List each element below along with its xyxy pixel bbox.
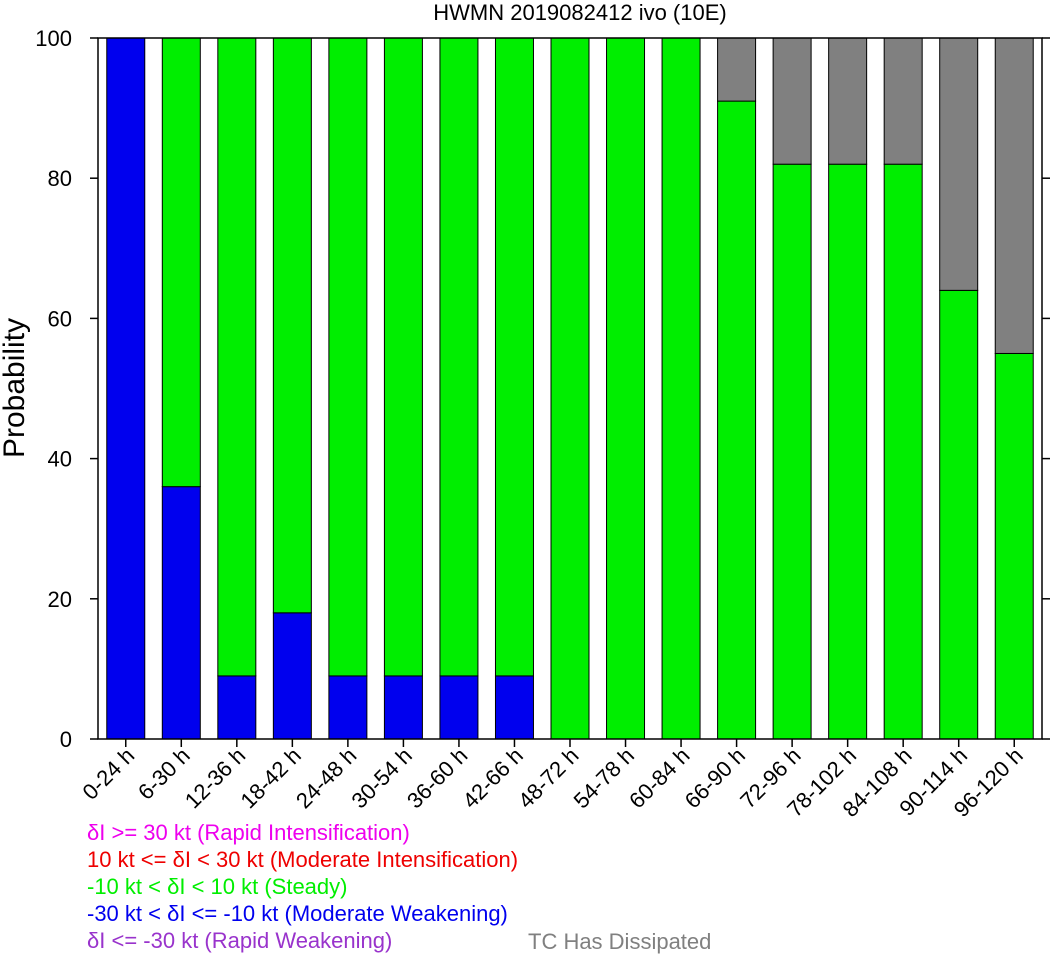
y-tick-label: 100: [35, 26, 72, 51]
x-tick-label: 24-48 h: [291, 743, 361, 813]
bar-segment-2-cat-17: [994, 352, 1034, 740]
bar-segment-2-cat-14: [828, 163, 868, 740]
x-tick-label: 30-54 h: [347, 743, 417, 813]
x-tick-label: 54-78 h: [569, 743, 639, 813]
y-tick-label: 80: [48, 166, 72, 191]
bar-segment-2-cat-7: [439, 37, 479, 677]
bar-segment-1-cat-7: [439, 675, 479, 740]
bar-segment-3-cat-13: [772, 37, 812, 165]
legend-entry: -10 kt < δI < 10 kt (Steady): [87, 874, 348, 899]
bar-segment-3-cat-16: [939, 37, 979, 291]
bar-segment-2-cat-13: [772, 163, 812, 740]
bars-layer: [106, 37, 1034, 740]
x-tick-label: 60-84 h: [624, 743, 694, 813]
legend-entry: δI >= 30 kt (Rapid Intensification): [87, 820, 410, 845]
x-tick-label: 36-60 h: [402, 743, 472, 813]
bar-segment-3-cat-15: [883, 37, 923, 165]
bar-segment-1-cat-5: [328, 675, 368, 740]
bar-segment-2-cat-16: [939, 289, 979, 740]
chart-title: HWMN 2019082412 ivo (10E): [433, 0, 726, 25]
bar-segment-2-cat-6: [383, 37, 423, 677]
bar-segment-2-cat-11: [661, 37, 701, 740]
x-tick-label: 0-24 h: [78, 743, 140, 805]
x-tick-label: 66-90 h: [680, 743, 750, 813]
x-tick-label: 48-72 h: [513, 743, 583, 813]
bar-segment-2-cat-12: [717, 100, 757, 740]
y-tick-label: 20: [48, 587, 72, 612]
bar-segment-2-cat-10: [606, 37, 646, 740]
bar-segment-2-cat-3: [217, 37, 257, 677]
bar-segment-2-cat-8: [494, 37, 534, 677]
legend-entry: -30 kt < δI <= -10 kt (Moderate Weakenin…: [87, 901, 508, 926]
bar-segment-3-cat-14: [828, 37, 868, 165]
bar-segment-1-cat-1: [106, 37, 146, 740]
y-axis-label: Probability: [0, 318, 31, 458]
bar-segment-2-cat-4: [272, 37, 312, 614]
bar-segment-2-cat-15: [883, 163, 923, 740]
bar-segment-2-cat-2: [161, 37, 201, 488]
y-tick-label: 0: [60, 727, 72, 752]
x-tick-label: 18-42 h: [235, 743, 305, 813]
bar-segment-1-cat-6: [383, 675, 423, 740]
bar-segment-1-cat-3: [217, 675, 257, 740]
bar-segment-3-cat-12: [717, 37, 757, 102]
bar-segment-2-cat-9: [550, 37, 590, 740]
legend-entry: 10 kt <= δI < 30 kt (Moderate Intensific…: [87, 847, 519, 872]
legend-entry: δI <= -30 kt (Rapid Weakening): [87, 928, 393, 953]
bar-segment-2-cat-5: [328, 37, 368, 677]
bar-segment-1-cat-8: [494, 675, 534, 740]
y-tick-label: 60: [48, 306, 72, 331]
x-tick-label: 12-36 h: [180, 743, 250, 813]
x-tick-label: 42-66 h: [458, 743, 528, 813]
bar-segment-1-cat-2: [161, 486, 201, 740]
bar-segment-3-cat-17: [994, 37, 1034, 354]
y-tick-label: 40: [48, 447, 72, 472]
bar-segment-1-cat-4: [272, 612, 312, 740]
legend-entry-dissipated: TC Has Dissipated: [528, 929, 712, 954]
